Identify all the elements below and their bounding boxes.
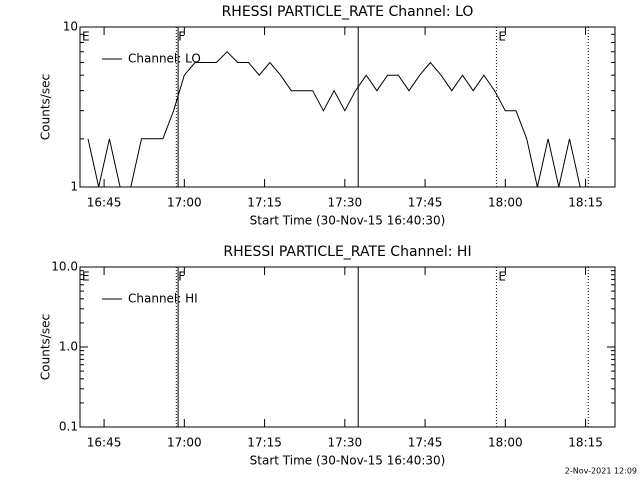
x-tick-label: 18:00	[488, 436, 523, 450]
series-line	[87, 51, 591, 188]
x-tick-label: 17:45	[408, 196, 443, 210]
x-tick-label: 18:00	[488, 196, 523, 210]
x-tick-label: 16:45	[87, 196, 122, 210]
chart-title: RHESSI PARTICLE_RATE Channel: HI	[223, 244, 471, 260]
marker-label: E	[498, 270, 506, 284]
x-tick-label: 16:45	[87, 436, 122, 450]
x-tick-label: 17:30	[328, 196, 363, 210]
legend-label: Channel: LO	[128, 52, 201, 66]
plot-frame	[79, 26, 616, 188]
x-tick-label: 17:15	[247, 196, 282, 210]
x-tick-label: 18:15	[568, 436, 603, 450]
marker-label: F	[178, 30, 185, 44]
marker-label: F	[178, 270, 185, 284]
footer: 2-Nov-2021 12:09	[565, 467, 637, 476]
y-tick-label: 0.1	[59, 420, 78, 434]
y-tick-label: 10	[63, 20, 78, 34]
x-tick-label: 18:15	[568, 196, 603, 210]
y-tick-label: 1.0	[59, 340, 78, 354]
x-tick-label: 17:00	[167, 436, 202, 450]
chart-title: RHESSI PARTICLE_RATE Channel: LO	[222, 4, 474, 20]
x-tick-label: 17:00	[167, 196, 202, 210]
y-axis-label: Counts/sec	[39, 74, 53, 140]
marker-label: E	[82, 30, 90, 44]
marker-label: E	[498, 30, 506, 44]
y-tick-label: 1	[70, 180, 78, 194]
x-axis-label: Start Time (30-Nov-15 16:40:30)	[250, 214, 446, 228]
x-tick-label: 17:30	[328, 436, 363, 450]
x-axis-label: Start Time (30-Nov-15 16:40:30)	[250, 454, 446, 468]
x-tick-label: 17:15	[247, 436, 282, 450]
y-axis-label: Counts/sec	[39, 314, 53, 380]
x-tick-label: 17:45	[408, 436, 443, 450]
marker-label: E	[82, 270, 90, 284]
y-tick-label: 10.0	[51, 260, 78, 274]
legend-label: Channel: HI	[128, 292, 198, 306]
